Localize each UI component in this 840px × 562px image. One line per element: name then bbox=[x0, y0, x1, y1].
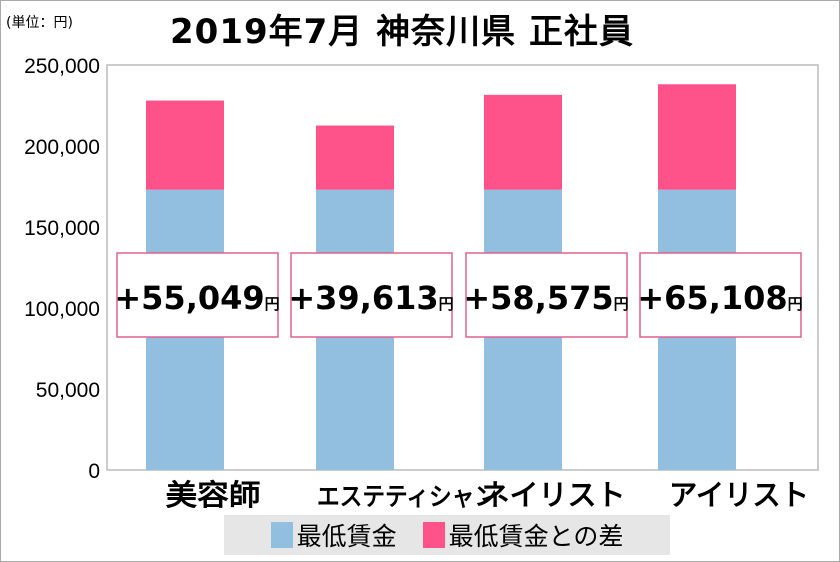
legend-swatch bbox=[270, 522, 293, 548]
x-tick-label: エステティシャン bbox=[317, 482, 497, 511]
annotation-box bbox=[465, 252, 628, 338]
x-tick-label: 美容師 bbox=[166, 478, 261, 512]
bar-diff bbox=[316, 125, 394, 190]
bar-diff bbox=[484, 94, 562, 190]
annotation-box bbox=[290, 252, 453, 338]
legend-item-base: 最低賃金 bbox=[270, 517, 397, 553]
unit-label: (単位：円) bbox=[6, 15, 73, 31]
legend-label: 最低賃金との差 bbox=[448, 522, 624, 551]
annotation-label: +39,613円 bbox=[288, 279, 453, 317]
legend-swatch bbox=[422, 522, 445, 548]
y-tick-label: 0 bbox=[88, 460, 100, 483]
x-tick-label: ネイリスト bbox=[481, 478, 626, 512]
y-tick-label: 250,000 bbox=[24, 55, 100, 78]
x-tick-label: アイリスト bbox=[669, 478, 809, 512]
y-tick-label: 150,000 bbox=[24, 217, 100, 240]
legend-label: 最低賃金 bbox=[296, 522, 397, 551]
legend-item-diff: 最低賃金との差 bbox=[422, 517, 624, 553]
annotation-label: +55,049円 bbox=[114, 279, 279, 317]
bar-diff bbox=[146, 100, 224, 190]
plot-area bbox=[106, 64, 819, 471]
bar-diff bbox=[658, 84, 736, 190]
y-tick-label: 200,000 bbox=[24, 136, 100, 159]
annotation-label: +65,108円 bbox=[637, 279, 802, 317]
annotation-box bbox=[639, 252, 802, 338]
y-tick-label: 100,000 bbox=[24, 298, 100, 321]
legend: 最低賃金 最低賃金との差 bbox=[224, 515, 670, 555]
annotation-box bbox=[116, 252, 279, 338]
chart-title: 2019年7月 神奈川県 正社員 bbox=[170, 12, 634, 52]
annotation-label: +58,575円 bbox=[463, 279, 628, 317]
y-tick-label: 50,000 bbox=[36, 379, 100, 402]
